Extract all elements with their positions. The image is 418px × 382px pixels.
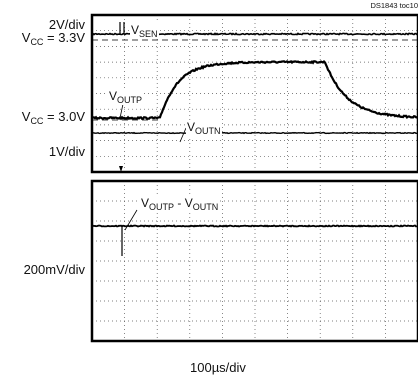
lower-panel-frame xyxy=(90,179,418,343)
doc-id: DS1843 toc10 xyxy=(370,1,418,10)
trace-label-vsen: VSEN xyxy=(130,23,159,39)
trace-vsen-pulse xyxy=(119,22,125,34)
label-vcc-3v3: VCC = 3.3V xyxy=(21,30,85,48)
label-200mv-div: 200mV/div xyxy=(23,262,85,277)
trace-label-voutp-minus-voutn: VOUTP - VOUTN xyxy=(140,196,220,212)
grid-lines xyxy=(92,15,418,341)
trigger-marker xyxy=(119,166,123,172)
leader-voutn xyxy=(179,127,187,143)
leader-diff xyxy=(124,209,138,231)
label-1v-div: 1V/div xyxy=(48,144,85,159)
x-scale-label: 100µs/div xyxy=(190,360,246,375)
upper-panel-frame xyxy=(90,13,418,174)
label-2v-div: 2V/div xyxy=(48,17,85,32)
trace-voutp xyxy=(92,59,418,121)
trace-voutn xyxy=(92,131,418,135)
trace-label-voutp: VOUTP xyxy=(108,89,144,105)
trace-voutp-minus-voutn xyxy=(92,224,418,228)
trace-label-voutn: VOUTN xyxy=(186,120,222,136)
label-vcc-3v0: VCC = 3.0V xyxy=(21,109,85,127)
traces xyxy=(92,22,418,256)
